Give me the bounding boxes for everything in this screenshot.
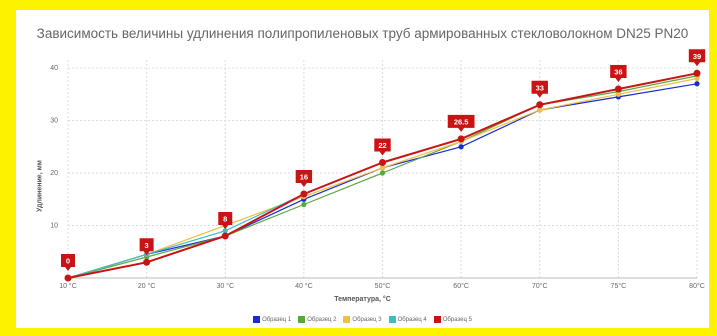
data-point xyxy=(614,85,622,93)
data-point xyxy=(143,258,151,266)
x-tick-label: 20 °С xyxy=(138,282,156,290)
data-label: 3 xyxy=(145,241,149,250)
data-point xyxy=(694,81,700,87)
legend-label: Образец 3 xyxy=(352,316,382,323)
legend-item[interactable]: Образец 1 xyxy=(253,316,291,323)
data-point xyxy=(221,232,229,240)
data-point xyxy=(693,69,701,77)
data-point xyxy=(537,107,543,113)
data-label-callout xyxy=(531,80,548,98)
y-tick-label: 10 xyxy=(50,223,58,230)
y-axis-label: Удлинение, мм xyxy=(36,160,44,212)
data-point xyxy=(301,201,307,208)
legend-item[interactable]: Образец 2 xyxy=(298,316,336,323)
legend-swatch xyxy=(343,316,351,323)
data-label: 22 xyxy=(378,141,386,150)
legend-swatch xyxy=(433,316,441,323)
data-label-callout xyxy=(447,114,475,132)
legend-item[interactable]: Образец 3 xyxy=(343,316,382,323)
x-tick-label: 75°С xyxy=(611,282,627,290)
data-point xyxy=(64,274,72,282)
data-point xyxy=(457,135,465,143)
data-label-callout xyxy=(374,138,391,156)
data-label: 8 xyxy=(223,215,227,224)
legend-swatch xyxy=(298,316,306,323)
legend-label: Образец 2 xyxy=(307,316,337,323)
data-label: 39 xyxy=(693,52,701,61)
data-label: 33 xyxy=(536,83,544,92)
legend-item[interactable]: Образец 5 xyxy=(433,316,472,323)
x-tick-label: 60°С xyxy=(453,282,469,290)
legend-label: Образец 1 xyxy=(262,316,292,323)
chart-panel: Зависимость величины удлинения полипропи… xyxy=(16,10,709,328)
data-label-callout xyxy=(610,65,627,82)
data-label-callout xyxy=(218,212,233,229)
data-point xyxy=(222,228,228,234)
data-point xyxy=(379,165,386,171)
x-tick-label: 70°С xyxy=(532,282,548,290)
y-tick-label: 40 xyxy=(50,65,58,72)
data-point xyxy=(536,101,544,109)
x-tick-label: 50°С xyxy=(375,282,391,290)
data-label-callout xyxy=(61,254,75,271)
chart-legend: Образец 1 Образец 2 Образец 3 Образец 4 Обра… xyxy=(16,316,709,323)
data-point xyxy=(379,170,386,176)
x-axis-label: Температура, °С xyxy=(334,296,391,303)
y-tick-label: 30 xyxy=(50,118,58,125)
data-point xyxy=(379,159,386,166)
x-tick-label: 40 °С xyxy=(295,282,313,290)
data-point xyxy=(458,144,464,150)
data-label-callout xyxy=(139,238,154,256)
legend-label: Образец 4 xyxy=(397,316,427,323)
legend-item[interactable]: Образец 4 xyxy=(388,316,427,323)
data-label-callout xyxy=(688,49,706,67)
data-point xyxy=(694,75,700,82)
x-tick-label: 10 °С xyxy=(59,282,77,290)
legend-swatch xyxy=(253,316,261,323)
chart-title: Зависимость величины удлинения полипропи… xyxy=(36,26,689,41)
data-label: 0 xyxy=(66,257,70,266)
legend-swatch xyxy=(388,316,396,323)
data-label-callout xyxy=(295,170,313,187)
data-label: 36 xyxy=(614,68,622,77)
data-label: 16 xyxy=(300,173,308,182)
data-point xyxy=(615,91,621,97)
y-tick-label: 20 xyxy=(50,170,58,177)
legend-label: Образец 5 xyxy=(442,316,472,323)
data-point xyxy=(300,190,308,198)
x-tick-label: 30 °С xyxy=(216,282,234,290)
data-label: 26.5 xyxy=(454,117,469,126)
x-tick-label: 80°С xyxy=(689,282,705,290)
